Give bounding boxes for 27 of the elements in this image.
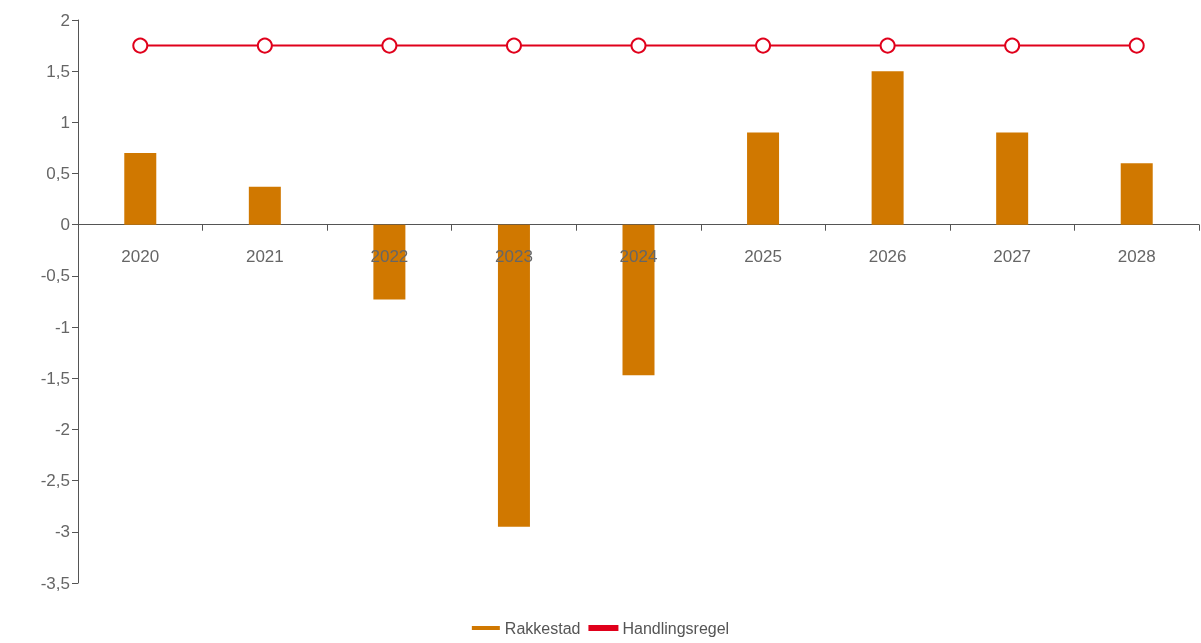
y-tick-label: -1,5 <box>40 368 70 388</box>
x-tick-label: 2025 <box>744 247 782 267</box>
bar <box>248 186 281 225</box>
y-tick-label: -2,5 <box>40 471 70 491</box>
bar <box>747 132 780 225</box>
y-tick-label: 0 <box>60 215 70 235</box>
bar <box>996 132 1029 225</box>
y-tick-label: -3,5 <box>40 573 70 593</box>
x-tick-label: 2028 <box>1117 247 1156 267</box>
y-tick-label: -2 <box>54 419 70 439</box>
x-tick-label: 2027 <box>993 247 1032 267</box>
bar <box>1120 163 1153 225</box>
bar <box>871 71 904 225</box>
legend-label: Rakkestad <box>504 619 581 637</box>
bar <box>622 224 655 376</box>
y-tick-label: -0,5 <box>40 266 70 286</box>
y-tick-label: 1 <box>60 112 70 132</box>
bar <box>124 153 157 225</box>
y-tick-label: 2 <box>60 10 70 30</box>
y-tick-label: 0,5 <box>46 164 70 184</box>
y-tick-label: -3 <box>54 522 70 542</box>
x-tick-label: 2021 <box>245 247 284 267</box>
y-tick-label: -1 <box>54 317 70 337</box>
y-tick-label: 1,5 <box>46 61 70 81</box>
x-tick-label: 2026 <box>868 247 907 267</box>
x-tick-label: 2020 <box>121 247 160 267</box>
legend-label: Handlingsregel <box>622 619 730 637</box>
